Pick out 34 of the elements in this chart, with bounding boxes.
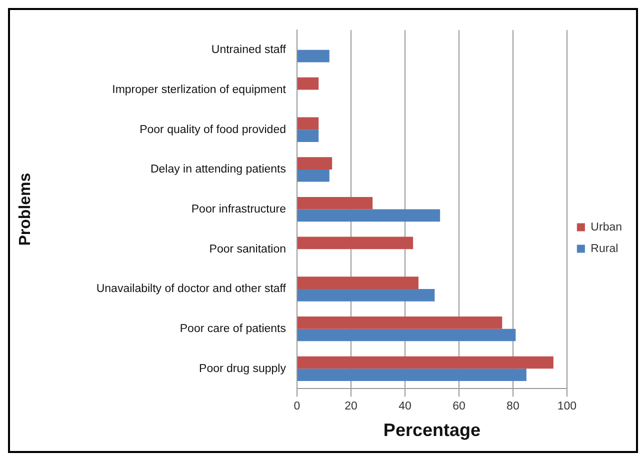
y-tick-label: Poor infrastructure xyxy=(191,203,286,216)
bar xyxy=(298,50,330,62)
y-axis-title: Problems xyxy=(17,172,34,246)
y-tick-label: Poor quality of food provided xyxy=(140,124,286,136)
x-tick-label: 40 xyxy=(398,400,412,413)
x-tick-label: 80 xyxy=(506,400,520,413)
y-tick-label: Unavailabilty of doctor and other staff xyxy=(96,283,287,296)
bar xyxy=(298,117,319,130)
bar xyxy=(298,328,516,342)
y-tick-label: Poor sanitation xyxy=(209,243,286,256)
bar xyxy=(298,130,319,142)
y-tick-label: Improper sterlization of equipment xyxy=(112,84,287,96)
bar xyxy=(298,356,554,369)
bar xyxy=(298,288,435,302)
bar xyxy=(298,157,332,170)
legend-label: Urban xyxy=(590,221,622,234)
bar xyxy=(298,209,440,222)
x-tick-label: 60 xyxy=(452,400,466,413)
x-tick-label: 20 xyxy=(344,400,358,413)
y-tick-label: Untrained staff xyxy=(211,44,287,56)
x-axis-title: Percentage xyxy=(383,420,480,440)
x-tick-label: 100 xyxy=(557,400,577,413)
legend-label: Rural xyxy=(590,242,618,255)
bar xyxy=(298,368,526,382)
bar xyxy=(298,276,418,289)
bar xyxy=(298,169,330,182)
bar xyxy=(298,316,502,329)
bar xyxy=(298,196,373,210)
y-tick-label: Poor drug supply xyxy=(199,362,286,375)
bar xyxy=(298,77,319,90)
y-tick-label: Delay in attending patients xyxy=(150,164,286,176)
x-tick-label: 0 xyxy=(294,400,300,413)
bar xyxy=(298,236,414,250)
y-tick-label: Poor care of patients xyxy=(180,323,286,336)
